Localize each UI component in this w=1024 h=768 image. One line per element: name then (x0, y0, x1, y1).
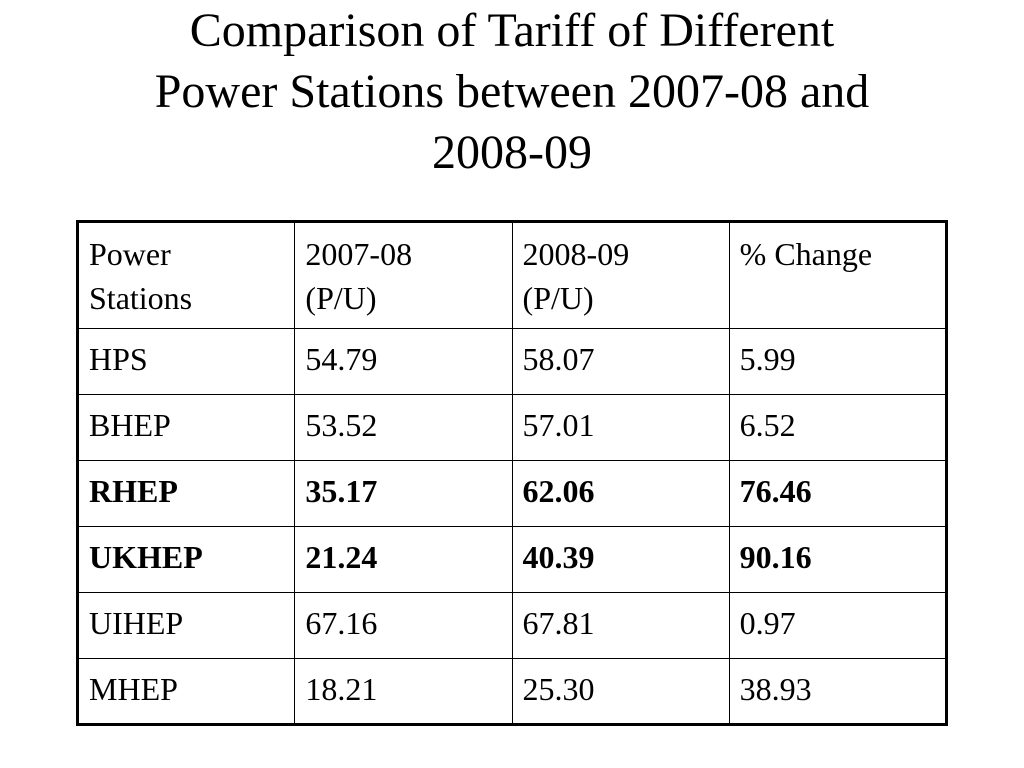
tariff-table: Power Stations 2007-08 (P/U) 2008-09 (P/… (76, 220, 948, 726)
cell-2007-08: 67.16 (295, 593, 512, 659)
header-text: 2007-08 (305, 232, 501, 276)
header-text: Power (89, 232, 284, 276)
cell-station: RHEP (78, 461, 295, 527)
table-row: UKHEP 21.24 40.39 90.16 (78, 527, 947, 593)
table-header-row: Power Stations 2007-08 (P/U) 2008-09 (P/… (78, 222, 947, 329)
cell-station: HPS (78, 329, 295, 395)
cell-change: 6.52 (729, 395, 946, 461)
table-row: RHEP 35.17 62.06 76.46 (78, 461, 947, 527)
slide-title-line-2: Power Stations between 2007-08 and (40, 61, 984, 122)
header-text: (P/U) (523, 276, 719, 320)
header-text: 2008-09 (523, 232, 719, 276)
header-2007-08: 2007-08 (P/U) (295, 222, 512, 329)
slide-title-line-1: Comparison of Tariff of Different (40, 0, 984, 61)
cell-station: UIHEP (78, 593, 295, 659)
cell-2008-09: 58.07 (512, 329, 729, 395)
cell-2008-09: 62.06 (512, 461, 729, 527)
cell-2007-08: 53.52 (295, 395, 512, 461)
header-text: % Change (740, 232, 935, 276)
cell-change: 90.16 (729, 527, 946, 593)
cell-2008-09: 57.01 (512, 395, 729, 461)
cell-change: 76.46 (729, 461, 946, 527)
header-text: (P/U) (305, 276, 501, 320)
slide-title: Comparison of Tariff of Different Power … (40, 0, 984, 183)
table-row: MHEP 18.21 25.30 38.93 (78, 659, 947, 725)
table-row: BHEP 53.52 57.01 6.52 (78, 395, 947, 461)
slide-title-line-3: 2008-09 (40, 122, 984, 183)
cell-station: UKHEP (78, 527, 295, 593)
table-row: HPS 54.79 58.07 5.99 (78, 329, 947, 395)
cell-station: MHEP (78, 659, 295, 725)
cell-2007-08: 18.21 (295, 659, 512, 725)
cell-2008-09: 25.30 (512, 659, 729, 725)
cell-change: 5.99 (729, 329, 946, 395)
cell-2008-09: 67.81 (512, 593, 729, 659)
cell-change: 38.93 (729, 659, 946, 725)
cell-2008-09: 40.39 (512, 527, 729, 593)
cell-2007-08: 35.17 (295, 461, 512, 527)
cell-2007-08: 21.24 (295, 527, 512, 593)
header-percent-change: % Change (729, 222, 946, 329)
header-power-stations: Power Stations (78, 222, 295, 329)
cell-2007-08: 54.79 (295, 329, 512, 395)
cell-station: BHEP (78, 395, 295, 461)
header-2008-09: 2008-09 (P/U) (512, 222, 729, 329)
header-text: Stations (89, 276, 284, 320)
cell-change: 0.97 (729, 593, 946, 659)
table-row: UIHEP 67.16 67.81 0.97 (78, 593, 947, 659)
